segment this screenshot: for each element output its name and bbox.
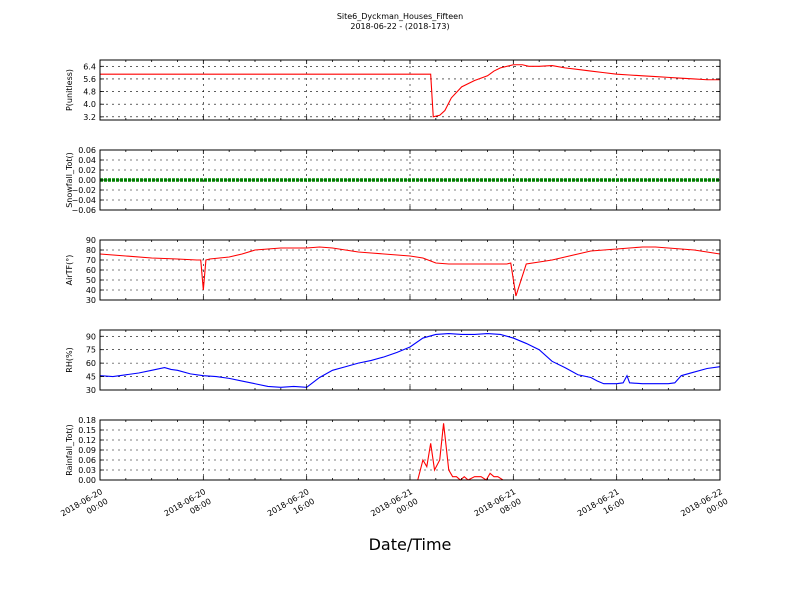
y-tick-label: 4.8 (83, 88, 96, 97)
y-tick-label: 0.15 (78, 426, 96, 435)
series-line (99, 246, 721, 297)
y-tick-label: 0.00 (78, 476, 96, 485)
panels: 3.2 4.0 4.8 5.6 6.4 P(unitless) −0.06−0.04−0.0… (65, 59, 721, 485)
y-tick-label: 80 (86, 246, 96, 255)
y-tick-label: 5.6 (83, 75, 96, 84)
y-tick-label: 45 (86, 373, 96, 382)
y-axis-label: RH(%) (65, 347, 74, 372)
y-axis-label: P(unitless) (65, 69, 74, 111)
panel-5: 0.000.030.060.090.120.150.18 Rainfall_Tot… (65, 416, 721, 485)
chart-subtitle: 2018-06-22 - (2018-173) (350, 22, 449, 31)
y-tick-label: 0.12 (78, 436, 96, 445)
y-axis-label: Rainfall_Tot() (65, 424, 74, 476)
panel-1: 3.2 4.0 4.8 5.6 6.4 P(unitless) (65, 59, 721, 122)
y-tick-label: 75 (86, 346, 96, 355)
y-tick-label: 40 (86, 286, 96, 295)
y-tick-label: 0.00 (78, 176, 96, 185)
y-tick-label: 30 (86, 386, 96, 395)
y-tick-label: 0.18 (78, 416, 96, 425)
panel-4: 30 45 60 75 90 RH(%) (65, 329, 721, 395)
y-tick-label: 50 (86, 276, 96, 285)
y-tick-label: 6.4 (83, 62, 96, 71)
y-tick-label: −0.04 (71, 196, 96, 205)
y-tick-label: 0.04 (78, 156, 96, 165)
y-tick-label: 0.02 (78, 166, 96, 175)
y-tick-label: 0.06 (78, 456, 96, 465)
y-tick-label: 0.03 (78, 466, 96, 475)
y-axis-label: AirTF(°) (65, 255, 74, 286)
y-tick-label: 0.09 (78, 446, 96, 455)
y-tick-label: 30 (86, 296, 96, 305)
y-tick-label: −0.06 (71, 206, 96, 215)
panel-2: −0.06−0.04−0.020.000.020.040.06 Snowfall_… (65, 146, 721, 215)
y-tick-label: 70 (86, 256, 96, 265)
y-tick-label: 90 (86, 236, 96, 245)
series-line (99, 333, 721, 388)
x-axis-label: Date/Time (369, 535, 452, 554)
y-tick-label: 3.2 (83, 113, 96, 122)
y-tick-label: 60 (86, 266, 96, 275)
y-tick-label: 60 (86, 359, 96, 368)
y-tick-label: 90 (86, 332, 96, 341)
series-line (100, 64, 720, 118)
chart-title: Site6_Dyckman_Houses_Fifteen (337, 12, 463, 21)
y-tick-label: −0.02 (71, 186, 96, 195)
y-tick-label: 4.0 (83, 100, 96, 109)
y-tick-label: 0.06 (78, 146, 96, 155)
y-axis-label: Snowfall_Tot() (65, 152, 74, 208)
